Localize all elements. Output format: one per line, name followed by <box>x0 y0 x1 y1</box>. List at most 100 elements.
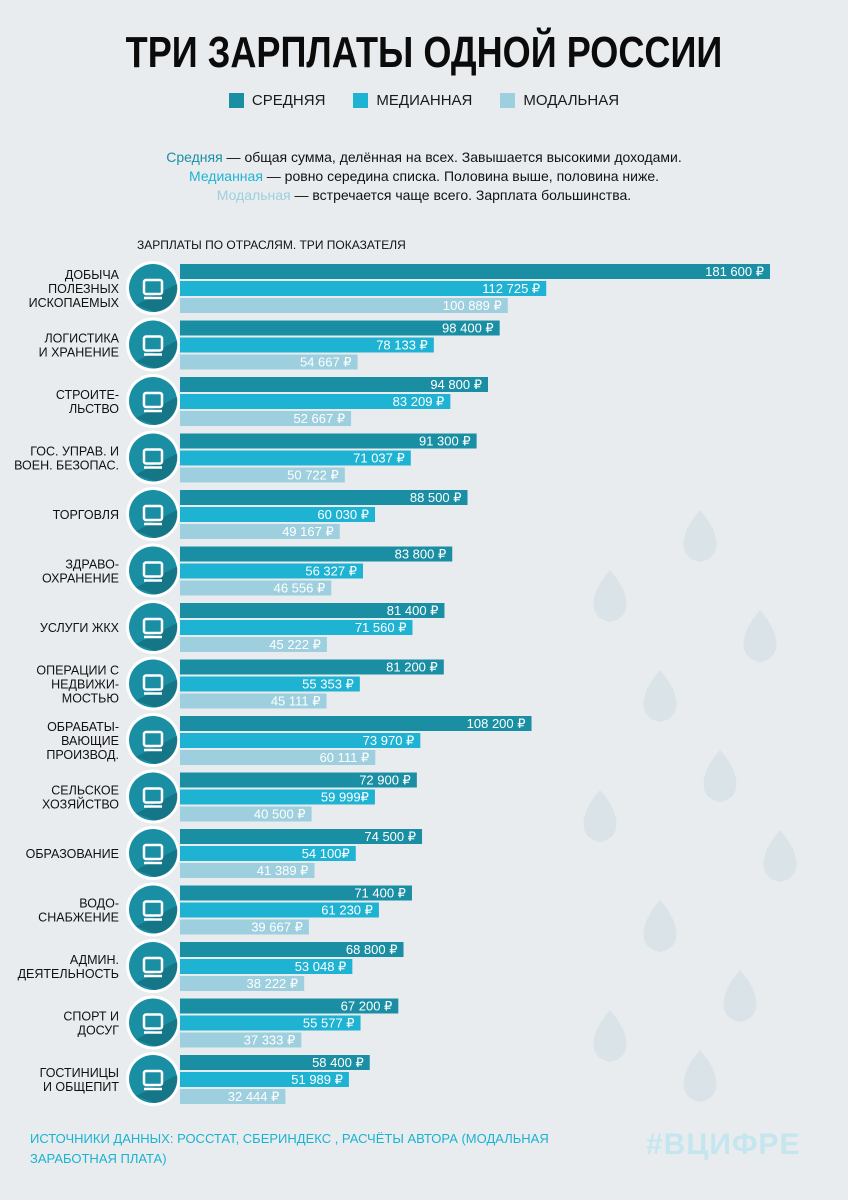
watermark-drop-icon <box>703 750 737 802</box>
bar-median <box>180 846 356 861</box>
category-row: 83 800 ₽ 56 327 ₽ 46 556 ₽ ЗДРАВО-ОХРАНЕНИЕ <box>42 543 453 598</box>
legend: СРЕДНЯЯ МЕДИАННАЯ МОДАЛЬНАЯ <box>0 92 848 109</box>
bar-mode <box>180 411 352 426</box>
category-label: СТРОИТЕ- <box>56 388 119 402</box>
bar-mode <box>180 467 345 483</box>
watermark-drop-shape <box>723 970 757 1022</box>
bar-value-label: 61 230 ₽ <box>321 903 373 918</box>
bar-value-label: 74 500 ₽ <box>364 829 416 844</box>
bar-median <box>180 563 364 579</box>
pickaxe-shovel-icon <box>126 261 180 315</box>
service-bell-icon <box>126 1052 180 1106</box>
bar-mean <box>180 885 412 901</box>
bar-value-label: 100 889 ₽ <box>443 298 502 313</box>
bar-median <box>180 902 379 918</box>
icon-glyph <box>142 391 164 409</box>
legend-swatch-mean <box>228 93 244 108</box>
bar-mode <box>180 806 312 822</box>
category-row: 71 400 ₽ 61 230 ₽ 39 667 ₽ ВОДО-СНАБЖЕНИЕ <box>38 882 412 937</box>
category-label: ЛОГИСТИКА <box>44 332 119 346</box>
bar-value-label: 60 111 ₽ <box>320 750 370 765</box>
watermark-drop-shape <box>593 570 627 622</box>
watermark-drop-icon <box>683 1050 717 1102</box>
bar-value-label: 45 222 ₽ <box>269 637 321 652</box>
category-row: 94 800 ₽ 83 209 ₽ 52 667 ₽ СТРОИТЕ-ЛЬСТВО <box>56 374 488 428</box>
bar-mode <box>180 1089 286 1104</box>
watermark-drop-shape <box>763 830 797 882</box>
crane-icon <box>126 374 180 428</box>
legend-swatch-mode <box>500 93 516 108</box>
bar-median <box>180 733 421 748</box>
watermark-drop-icon <box>723 970 757 1022</box>
category-row: 91 300 ₽ 71 037 ₽ 50 722 ₽ ГОС. УПРАВ. ИВОЕ… <box>14 430 477 485</box>
bar-median <box>180 337 434 353</box>
bar-value-label: 50 722 ₽ <box>287 468 339 483</box>
bar-value-label: 81 400 ₽ <box>387 603 439 618</box>
definition-term-mean: Средняя <box>166 149 223 165</box>
category-label: ВОЕН. БЕЗОПАС. <box>14 459 119 473</box>
bar-mode <box>180 524 340 539</box>
watermark-drop-shape <box>743 610 777 662</box>
bar-value-label: 88 500 ₽ <box>410 490 462 505</box>
legend-label-mode: МОДАЛЬНАЯ <box>523 92 620 109</box>
icon-glyph <box>142 1069 164 1087</box>
watermark-drop-icon <box>643 670 677 722</box>
bar-value-label: 94 800 ₽ <box>430 377 482 392</box>
bar-value-label: 49 167 ₽ <box>282 524 334 539</box>
watermark-drop-icon <box>743 610 777 662</box>
bar-value-label: 55 577 ₽ <box>303 1016 355 1031</box>
watermark-drop-icon <box>643 900 677 952</box>
bar-median <box>180 1015 361 1031</box>
bar-value-label: 68 800 ₽ <box>346 942 398 957</box>
category-label: ХОЗЯЙСТВО <box>42 797 119 812</box>
tractor-icon <box>126 769 180 824</box>
bar-median <box>180 1072 349 1087</box>
watermark-drop-shape <box>683 510 717 562</box>
graduation-cap-icon <box>126 826 180 880</box>
category-label: И ХРАНЕНИЕ <box>39 346 119 360</box>
bar-median <box>180 394 451 409</box>
bar-value-label: 98 400 ₽ <box>442 321 494 336</box>
bar-mean <box>180 264 770 279</box>
bar-value-label: 83 209 ₽ <box>393 394 445 409</box>
water-tap-icon <box>126 882 180 937</box>
chart-subtitle: ЗАРПЛАТЫ ПО ОТРАСЛЯМ. ТРИ ПОКАЗАТЕЛЯ <box>137 238 406 252</box>
watermark-drop-icon <box>683 510 717 562</box>
legend-label-median: МЕДИАННАЯ <box>376 92 473 109</box>
bar-value-label: 55 353 ₽ <box>302 677 354 692</box>
definition-median: Медианная — ровно середина списка. Полов… <box>0 167 848 186</box>
category-row: 68 800 ₽ 53 048 ₽ 38 222 ₽ АДМИН.ДЕЯТЕЛЬНОС… <box>18 939 404 993</box>
bar-mode <box>180 750 376 765</box>
watermark-drop-shape <box>643 900 677 952</box>
house-sold-icon <box>126 656 180 711</box>
watermark-drop-icon <box>593 1010 627 1062</box>
category-row: 88 500 ₽ 60 030 ₽ 49 167 ₽ ТОРГОВЛЯ <box>53 487 468 541</box>
category-label: ДОБЫЧА <box>65 268 120 282</box>
bar-mean <box>180 320 500 336</box>
category-label: ОПЕРАЦИИ С <box>36 664 119 678</box>
definitions: Средняя — общая сумма, делённая на всех.… <box>0 148 848 205</box>
category-label: СНАБЖЕНИЕ <box>38 911 119 925</box>
kremlin-tower-icon <box>126 430 180 485</box>
bar-value-label: 67 200 ₽ <box>341 999 393 1014</box>
house-gear-icon <box>126 600 180 654</box>
category-label: ГОС. УПРАВ. И <box>30 445 119 459</box>
bar-value-label: 71 560 ₽ <box>355 620 407 635</box>
bar-median <box>180 959 353 974</box>
bar-median <box>180 676 360 692</box>
watermark-drop-icon <box>763 830 797 882</box>
bar-mode <box>180 693 327 709</box>
definition-text-mean: — общая сумма, делённая на всех. Завышае… <box>222 149 682 165</box>
factory-icon <box>126 713 180 767</box>
bar-mean <box>180 659 444 675</box>
category-label: ТОРГОВЛЯ <box>53 508 119 522</box>
bar-value-label: 60 030 ₽ <box>317 507 369 522</box>
bar-mode <box>180 298 508 313</box>
icon-glyph <box>142 843 164 861</box>
bar-median <box>180 620 413 635</box>
bar-value-label: 54 100₽ <box>302 846 350 861</box>
bar-median <box>180 281 547 296</box>
